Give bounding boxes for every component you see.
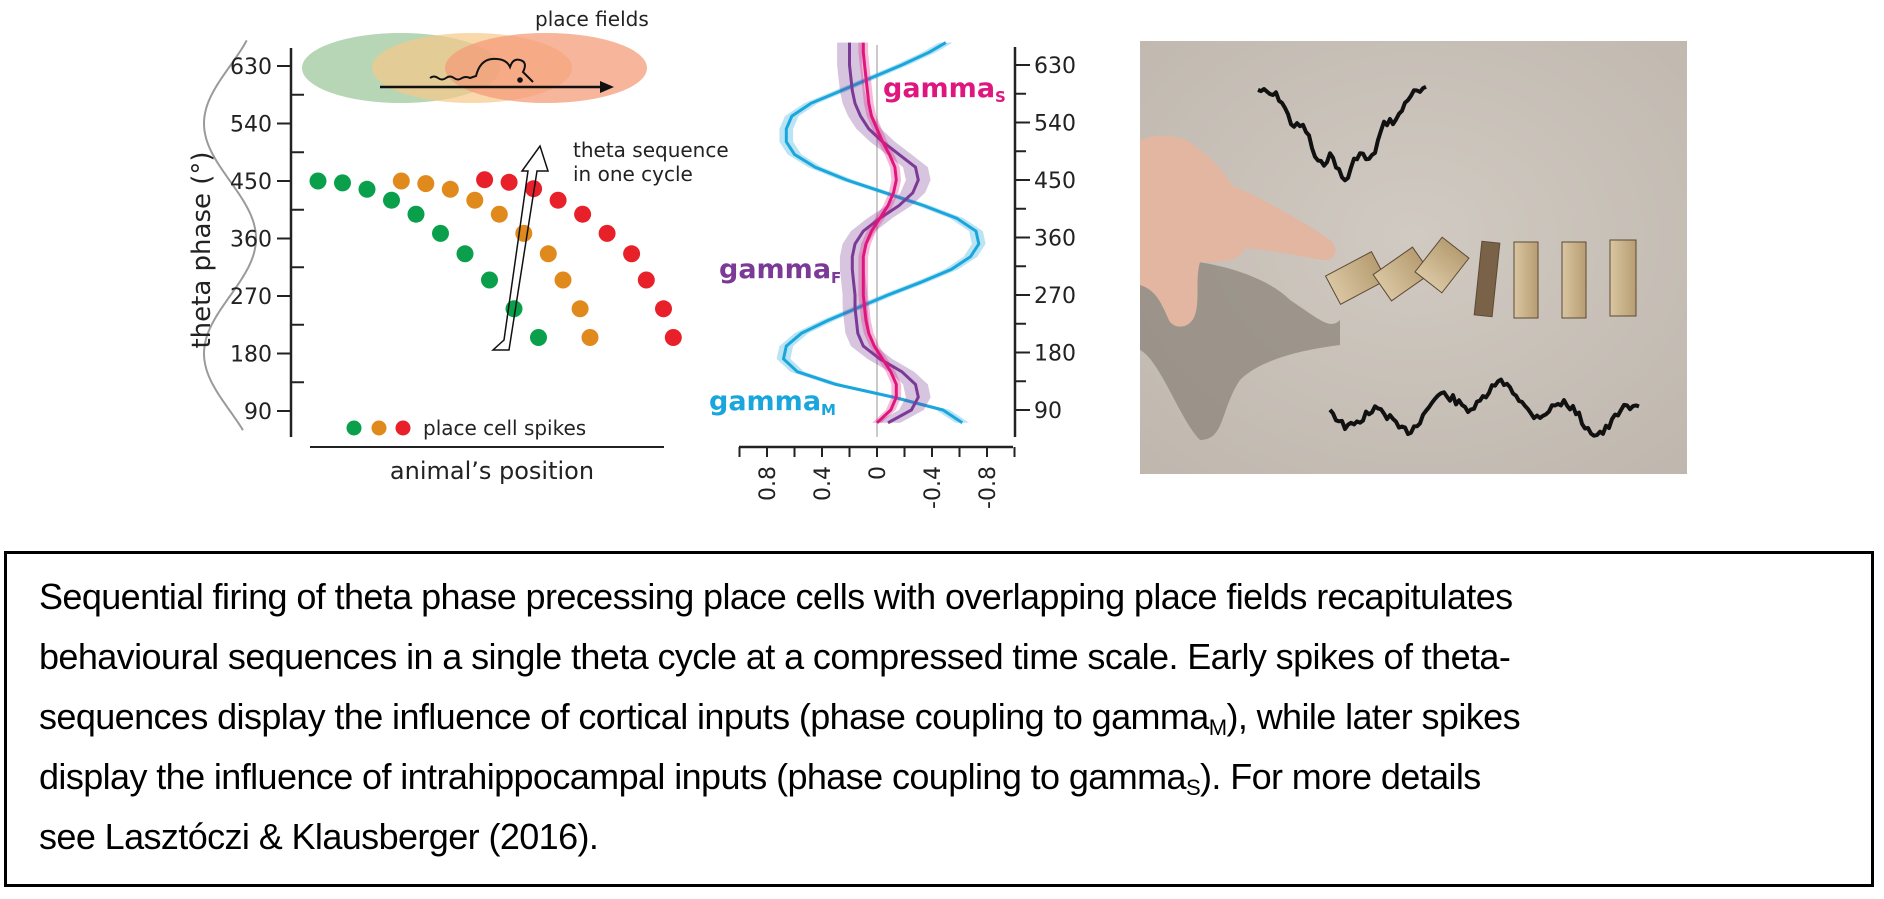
- spike-dot: [655, 300, 672, 318]
- spike-dot: [476, 171, 494, 189]
- spike-dot: [490, 205, 508, 223]
- right-y-axis: 630 540 450 360 270 180 90: [1013, 47, 1076, 437]
- figure: place fields 630 540 450 360 270 180 90 theta …: [187, 7, 1687, 509]
- right-y-tick-label: 450: [1034, 169, 1076, 194]
- caption-subscript-s: S: [1185, 775, 1201, 800]
- theta-wave: [202, 39, 258, 431]
- caption-line-3: sequences display the influence of corti…: [39, 696, 1521, 741]
- spike-dot: [466, 191, 484, 209]
- caption-subscript-m: M: [1208, 715, 1227, 740]
- legend-dot-orange: [371, 420, 387, 436]
- panel-phase-precession: place fields 630 540 450 360 270 180 90 theta …: [187, 7, 729, 485]
- caption-line-1: Sequential firing of theta phase precess…: [39, 576, 1513, 617]
- legend-dot-green: [346, 420, 362, 436]
- caption-line-4: display the influence of intrahippocampa…: [39, 756, 1481, 801]
- caption-line-2: behavioural sequences in a single theta …: [39, 636, 1511, 677]
- spike-dot: [417, 175, 435, 193]
- caption-line-3-end: ), while later spikes: [1226, 696, 1520, 737]
- spike-dot: [539, 245, 557, 263]
- y-tick-label: 90: [244, 400, 272, 425]
- theta-sequence-arrow-icon: [491, 144, 550, 351]
- y-tick-label: 630: [230, 55, 272, 80]
- direction-arrow-icon: [380, 81, 614, 93]
- right-y-tick-label: 360: [1034, 227, 1076, 252]
- bottom-x-tick-label: -0.8: [976, 466, 1001, 509]
- bottom-x-tick-label: 0: [866, 466, 891, 480]
- spike-dot: [554, 271, 572, 289]
- gammaM-curve: [781, 41, 981, 425]
- spike-dot: [383, 191, 400, 209]
- right-y-tick-label: 180: [1034, 342, 1076, 367]
- y-axis: 630 540 450 360 270 180 90: [230, 48, 304, 437]
- spike-dot: [574, 205, 592, 223]
- bottom-x-axis: 0.8 0.4 0 -0.4 -0.8: [738, 445, 1016, 509]
- caption-line-3-text: sequences display the influence of corti…: [39, 696, 1209, 737]
- bottom-x-tick-label: 0.4: [811, 466, 836, 501]
- lfp-trace-fast: [1328, 377, 1640, 438]
- gamma-s-label: gammaS: [883, 73, 1006, 106]
- theta-sequence-arrow-outline: [494, 142, 551, 351]
- y-tick-label: 540: [230, 113, 272, 138]
- spike-dot: [637, 271, 655, 289]
- spike-dot: [571, 300, 589, 318]
- hand: [1140, 135, 1336, 327]
- spike-dot: [664, 329, 682, 346]
- spike-dot: [530, 329, 547, 346]
- caption-line-4-text: display the influence of intrahippocampa…: [39, 756, 1187, 797]
- place-field-red: [445, 33, 647, 103]
- x-axis-label: animal’s position: [390, 457, 594, 485]
- spike-dot: [456, 245, 474, 263]
- panel-domino-photo: [1140, 41, 1687, 474]
- spike-dot: [598, 224, 616, 242]
- spike-dots: [309, 171, 682, 346]
- gammaS-curve: [861, 42, 898, 424]
- spike-dot: [392, 172, 410, 190]
- gamma-f-label: gammaF: [719, 254, 841, 287]
- caption-line-4-end: ). For more details: [1200, 756, 1481, 797]
- caption-box: Sequential firing of theta phase precess…: [4, 551, 1874, 887]
- y-tick-label: 270: [230, 285, 272, 310]
- y-tick-label: 450: [230, 170, 272, 195]
- mouse-icon: [429, 57, 534, 83]
- bottom-x-tick-label: -0.4: [921, 466, 946, 509]
- gamma-m-label: gammaM: [709, 386, 836, 419]
- theta-sequence-label-line2: in one cycle: [573, 162, 693, 186]
- panel-gamma-coupling: 630 540 450 360 270 180 90 0.8 0.4 0 -0.4 -0.8 gam…: [709, 41, 1076, 509]
- spike-dot: [500, 173, 518, 191]
- legend-dot-red: [395, 420, 411, 436]
- lfp-trace-slow: [1257, 84, 1427, 183]
- right-y-tick-label: 90: [1034, 399, 1062, 424]
- spike-dot: [407, 205, 425, 223]
- gamma-curves: [776, 41, 986, 425]
- spike-dot: [432, 224, 449, 242]
- y-tick-label: 360: [230, 228, 272, 253]
- spike-dot: [441, 180, 459, 198]
- spike-dot: [623, 245, 641, 263]
- spike-dot: [581, 329, 599, 346]
- spike-dot: [309, 172, 327, 190]
- right-y-tick-label: 270: [1034, 284, 1076, 309]
- y-tick-label: 180: [230, 343, 272, 368]
- theta-sequence-label-line1: theta sequence: [573, 138, 729, 162]
- spike-dot: [481, 271, 498, 289]
- gammaF-confidence-band: [837, 42, 931, 423]
- gammaF-curve: [848, 42, 920, 425]
- place-fields-label: place fields: [535, 7, 649, 31]
- legend-label: place cell spikes: [423, 416, 586, 440]
- right-y-tick-label: 630: [1034, 54, 1076, 79]
- spike-dot: [334, 174, 351, 192]
- spike-dot: [549, 191, 567, 209]
- right-y-tick-label: 540: [1034, 112, 1076, 137]
- caption-line-5: see Lasztóczi & Klausberger (2016).: [39, 816, 599, 857]
- bottom-x-tick-label: 0.8: [756, 466, 781, 501]
- y-axis-label: theta phase (°): [187, 151, 217, 348]
- dominoes: [1324, 236, 1637, 319]
- spike-dot: [358, 180, 376, 198]
